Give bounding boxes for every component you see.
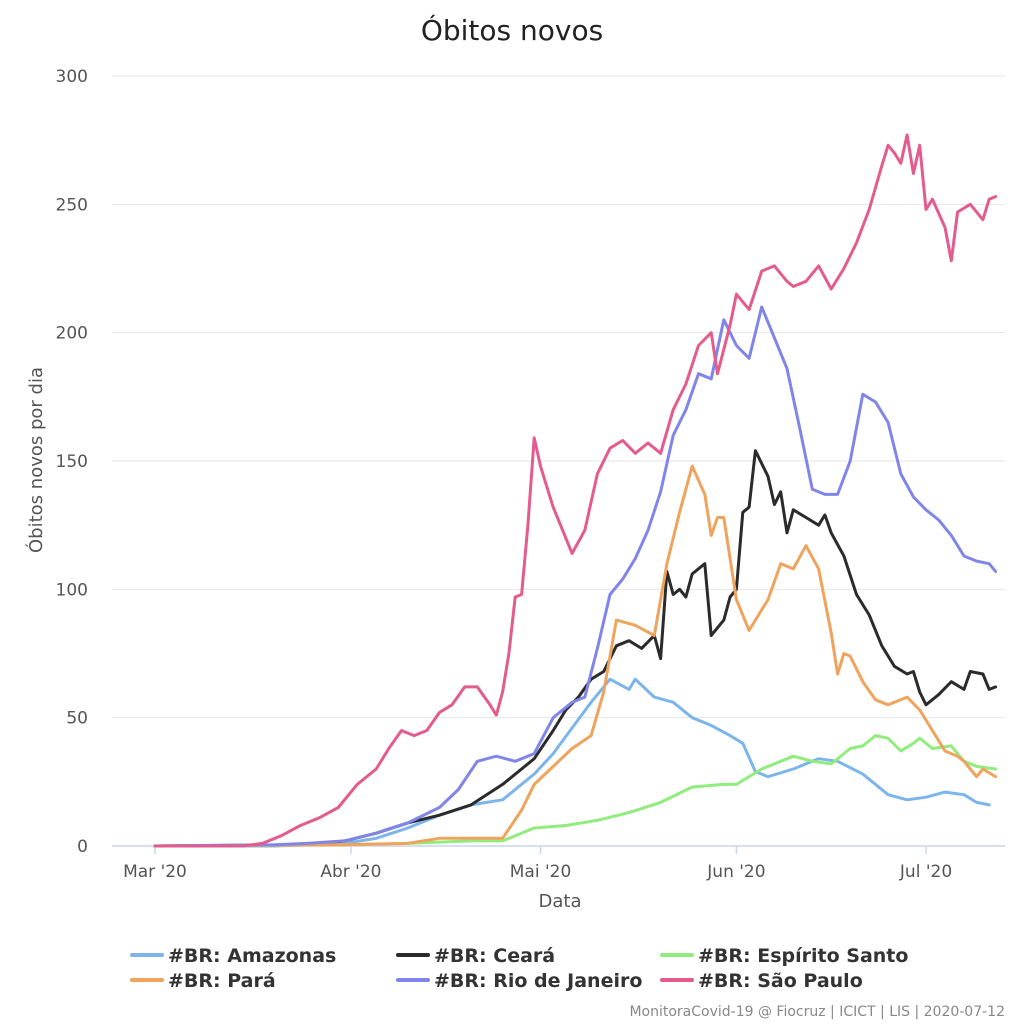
x-axis-label: Data — [539, 891, 582, 912]
y-axis-ticks: 0 50 100 150 200 250 300 — [56, 67, 88, 857]
legend-item-para[interactable]: #BR: Pará — [130, 970, 276, 992]
legend-item-ceara[interactable]: #BR: Ceará — [396, 945, 555, 967]
y-axis-label: Óbitos novos por dia — [25, 367, 47, 553]
legend-label: #BR: Ceará — [434, 945, 555, 967]
legend-label: #BR: Rio de Janeiro — [434, 970, 642, 992]
credits-text: MonitoraCovid-19 @ Fiocruz | ICICT | LIS… — [629, 1004, 1005, 1020]
x-tick-label: Jul '20 — [899, 862, 952, 882]
gridlines — [112, 75, 1005, 719]
series-line-sao-paulo — [153, 133, 998, 848]
legend-item-espirito-santo[interactable]: #BR: Espírito Santo — [660, 945, 908, 967]
legend-label: #BR: São Paulo — [698, 970, 863, 992]
legend: #BR: Amazonas #BR: Ceará #BR: Espírito San… — [130, 945, 908, 992]
x-tick-label: Mai '20 — [510, 862, 572, 882]
y-tick-label: 0 — [77, 837, 88, 857]
x-tick-label: Mar '20 — [123, 862, 187, 882]
series-line-ceara — [153, 449, 998, 848]
legend-item-rio-de-janeiro[interactable]: #BR: Rio de Janeiro — [396, 970, 642, 992]
series-line-espirito-santo — [153, 734, 998, 848]
y-tick-label: 200 — [56, 324, 88, 344]
series-line-para — [153, 464, 998, 848]
series-line-rio-de-janeiro — [153, 305, 998, 848]
y-tick-label: 300 — [56, 67, 88, 87]
x-tick-label: Abr '20 — [320, 862, 381, 882]
y-tick-label: 150 — [56, 452, 88, 472]
legend-label: #BR: Pará — [168, 970, 276, 992]
y-tick-label: 250 — [56, 195, 88, 215]
x-axis: Mar '20 Abr '20 Mai '20 Jun '20 Jul '20 — [112, 845, 1005, 882]
series-line-amazonas — [153, 677, 991, 848]
series-lines — [153, 133, 998, 848]
chart-title: Óbitos novos — [421, 13, 603, 47]
x-tick-label: Jun '20 — [706, 862, 765, 882]
y-tick-label: 50 — [66, 709, 88, 729]
legend-item-amazonas[interactable]: #BR: Amazonas — [130, 945, 336, 967]
legend-label: #BR: Amazonas — [168, 945, 336, 967]
legend-label: #BR: Espírito Santo — [698, 945, 908, 967]
legend-item-sao-paulo[interactable]: #BR: São Paulo — [660, 970, 863, 992]
y-tick-label: 100 — [56, 580, 88, 600]
